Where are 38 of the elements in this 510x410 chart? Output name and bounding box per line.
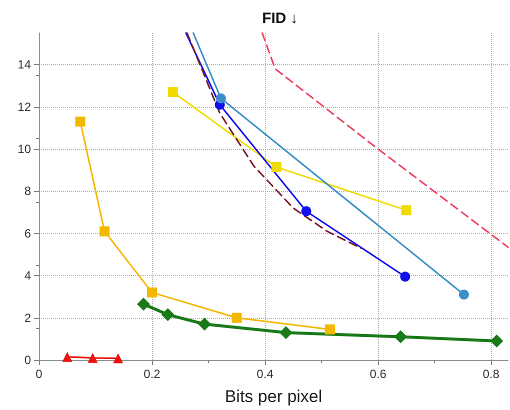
point bbox=[75, 116, 86, 127]
point bbox=[394, 330, 408, 344]
y-tick-label: 4 bbox=[24, 268, 32, 283]
line-series bbox=[261, 32, 509, 248]
x-tick-label: 0.8 bbox=[482, 367, 500, 381]
x-tick-label: 0.2 bbox=[144, 367, 161, 381]
line-series bbox=[186, 32, 362, 249]
point bbox=[325, 324, 336, 334]
y-tick-label: 10 bbox=[18, 142, 32, 156]
x-tick-label: 0 bbox=[36, 367, 43, 381]
point bbox=[271, 162, 282, 172]
y-tick-label: 0 bbox=[24, 353, 32, 367]
point bbox=[232, 312, 242, 323]
chart-title: FID ↓ bbox=[262, 10, 298, 27]
point bbox=[400, 272, 410, 282]
point bbox=[279, 326, 292, 340]
point bbox=[198, 318, 212, 331]
point bbox=[100, 226, 110, 236]
point bbox=[113, 353, 124, 364]
y-tick-label: 6 bbox=[24, 226, 32, 240]
x-tick-label: 0.4 bbox=[256, 367, 274, 381]
point bbox=[216, 93, 226, 104]
point bbox=[137, 298, 150, 311]
y-tick-label: 14 bbox=[18, 58, 32, 72]
point bbox=[168, 87, 178, 98]
y-tick-label: 8 bbox=[24, 184, 32, 198]
y-tick-label: 2 bbox=[24, 310, 32, 325]
point bbox=[147, 287, 158, 298]
point bbox=[161, 308, 174, 322]
point bbox=[458, 290, 469, 300]
point bbox=[88, 352, 98, 363]
point bbox=[301, 206, 312, 216]
x-axis-title: Bits per pixel bbox=[224, 387, 322, 406]
x-tick-label: 0.6 bbox=[370, 367, 387, 381]
point bbox=[490, 334, 504, 348]
y-tick-label: 12 bbox=[18, 100, 32, 114]
point bbox=[62, 352, 72, 362]
point bbox=[401, 205, 412, 216]
